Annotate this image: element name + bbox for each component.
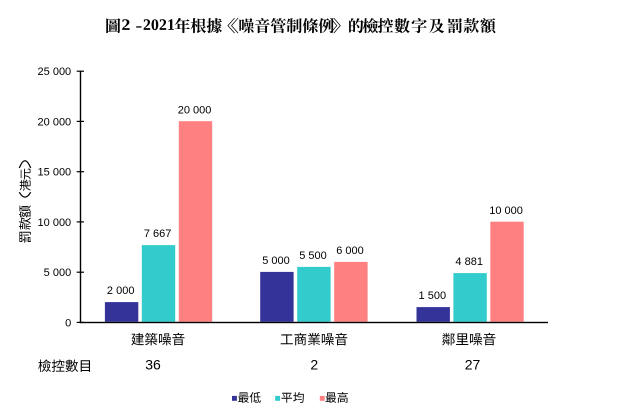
svg-text:1 500: 1 500 [419,290,447,302]
svg-text:4 881: 4 881 [455,256,483,268]
svg-text:10 000: 10 000 [489,205,523,217]
svg-text:7 667: 7 667 [144,228,172,240]
svg-text:15 000: 15 000 [38,167,72,179]
svg-text:20 000: 20 000 [38,116,72,128]
svg-text:5 000: 5 000 [44,267,72,279]
svg-text:2 000: 2 000 [107,285,135,297]
svg-text:6 000: 6 000 [336,245,364,257]
svg-text:20 000: 20 000 [178,104,212,116]
svg-text:27: 27 [465,357,481,373]
svg-text:5 000: 5 000 [262,255,290,267]
svg-text:2: 2 [310,357,318,373]
svg-text:36: 36 [145,357,161,373]
svg-text:5 500: 5 500 [299,250,327,262]
svg-text:10 000: 10 000 [38,217,72,229]
svg-text:25 000: 25 000 [38,66,72,78]
svg-text:0: 0 [65,317,71,329]
